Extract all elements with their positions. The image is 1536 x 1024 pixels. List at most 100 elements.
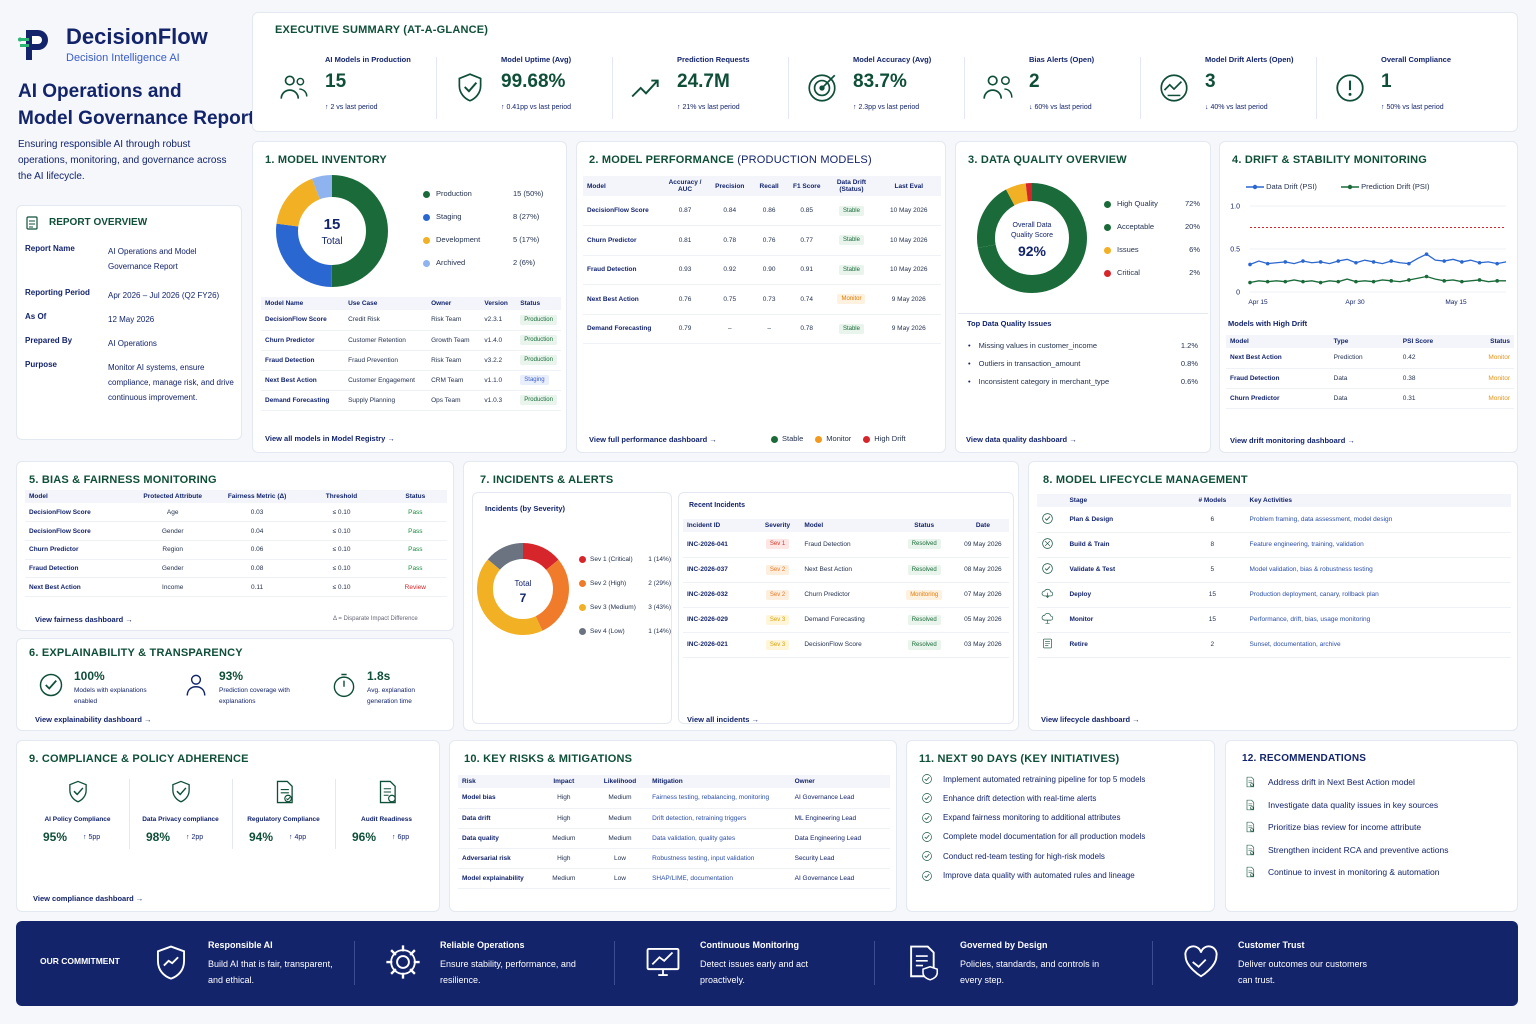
- table-cell: Risk Team: [427, 350, 481, 371]
- commitment-text: Build AI that is fair, transparent, and …: [208, 959, 333, 985]
- table-cell: Medium: [591, 808, 649, 829]
- table-row[interactable]: Churn Predictor Customer Retention Growth …: [261, 330, 561, 351]
- kpi-value: 3: [1205, 71, 1216, 92]
- legend-swatch: [579, 628, 586, 635]
- compliance-dashboard-link[interactable]: View compliance dashboard →: [33, 894, 144, 903]
- column-header: Status: [383, 490, 447, 503]
- check-circle-icon: [39, 673, 63, 697]
- table-row[interactable]: INC-2026-029 Sev 3 Demand Forecasting Resol…: [683, 607, 1009, 633]
- table-row[interactable]: INC-2026-037 Sev 2 Next Best Action Resolve…: [683, 557, 1009, 583]
- table-row[interactable]: Fraud Detection 0.93 0.92 0.90 0.91 Stable 10 …: [583, 255, 941, 285]
- lifecycle-dashboard-link[interactable]: View lifecycle dashboard →: [1041, 715, 1140, 724]
- drift-dashboard-link[interactable]: View drift monitoring dashboard →: [1230, 436, 1355, 445]
- kpi-delta: ↑ 21% vs last period: [677, 104, 740, 111]
- table-row[interactable]: DecisionFlow Score Credit Risk Risk Team v2…: [261, 310, 561, 331]
- kpi-tile[interactable]: Overall Compliance 1 ↑ 50% vs last period: [1317, 51, 1493, 131]
- lifecycle-row[interactable]: Plan & Design 6 Problem framing, data asse…: [1037, 507, 1511, 533]
- incident-legend-item: Sev 1 (Critical) 1 (14%): [579, 556, 671, 563]
- table-row[interactable]: INC-2026-041 Sev 1 Fraud Detection Resolved…: [683, 532, 1009, 558]
- table-row[interactable]: INC-2026-021 Sev 3 DecisionFlow Score Resol…: [683, 632, 1009, 658]
- explainability-dashboard-link[interactable]: View explainability dashboard →: [35, 715, 152, 724]
- table-row[interactable]: Model explainability Medium Low SHAP/LIME, …: [458, 868, 890, 889]
- handshake-heart-icon: [1184, 945, 1218, 978]
- table-row[interactable]: DecisionFlow Score 0.87 0.84 0.86 0.85 Stable…: [583, 196, 941, 226]
- kpi-icon: [277, 71, 311, 105]
- table-row[interactable]: Next Best Action 0.76 0.75 0.73 0.74 Monitor 9…: [583, 284, 941, 315]
- all-incidents-link[interactable]: View all incidents →: [687, 715, 759, 724]
- table-row[interactable]: Churn Predictor Region 0.06 ≤ 0.10 Pass: [25, 540, 447, 560]
- table-cell: –: [708, 314, 752, 344]
- commitment-icon: [1182, 943, 1220, 981]
- table-cell: 0.74: [787, 284, 827, 315]
- table-row[interactable]: Data drift High Medium Drift detection, ret…: [458, 808, 890, 829]
- table-cell: Drift detection, retraining triggers: [648, 808, 791, 829]
- performance-dashboard-link[interactable]: View full performance dashboard →: [589, 435, 717, 444]
- lifecycle-row[interactable]: Build & Train 8 Feature engineering, train…: [1037, 532, 1511, 558]
- table-row[interactable]: Churn Predictor Data 0.31 Monitor: [1226, 388, 1514, 409]
- explain-label: Prediction coverage with explanations: [219, 687, 290, 705]
- table-cell: 0.79: [661, 314, 709, 344]
- series-point: [1283, 260, 1288, 264]
- table-cell: Next Best Action: [25, 577, 131, 597]
- lifecycle-row[interactable]: Retire 2 Sunset, documentation, archive: [1037, 632, 1511, 658]
- explainability-heading: 6. EXPLAINABILITY & TRANSPARENCY: [29, 647, 243, 659]
- incident-status-badge: Resolved: [907, 614, 941, 625]
- table-cell: 0.11: [214, 577, 300, 597]
- table-row[interactable]: Demand Forecasting Supply Planning Ops Tea…: [261, 390, 561, 411]
- legend-swatch: [771, 435, 778, 443]
- lifecycle-row[interactable]: Validate & Test 5 Model validation, bias &…: [1037, 557, 1511, 583]
- policy-doc-icon: [910, 945, 939, 981]
- table-cell: Resolved: [891, 632, 957, 658]
- table-row[interactable]: DecisionFlow Score Gender 0.04 ≤ 0.10 Pass: [25, 521, 447, 541]
- incident-status-badge: Resolved: [907, 539, 941, 550]
- table-row[interactable]: Demand Forecasting 0.79– –0.78 Stable 9 May …: [583, 314, 941, 344]
- stage-count: 6: [1179, 507, 1246, 533]
- kpi-tile[interactable]: AI Models in Production 15 ↑ 2 vs last per…: [261, 51, 437, 131]
- explain-icon: [330, 671, 358, 699]
- recommendation-text: Investigate data quality issues in key s…: [1268, 799, 1439, 810]
- model-registry-link[interactable]: View all models in Model Registry →: [265, 434, 395, 443]
- table-row[interactable]: Adversarial risk High Low Robustness testin…: [458, 848, 890, 869]
- lifecycle-row[interactable]: Monitor 15 Performance, drift, bias, usage…: [1037, 607, 1511, 633]
- table-row[interactable]: Model bias High Medium Fairness testing, re…: [458, 788, 890, 809]
- incidents-donut-slice: [477, 543, 569, 635]
- kpi-tile[interactable]: Bias Alerts (Open) 2 ↓ 60% vs last period: [965, 51, 1141, 131]
- legend-label: Monitor: [826, 434, 852, 443]
- high-drift-table: Model Type PSI Score Status Next Best Action…: [1226, 335, 1514, 409]
- lifecycle-row[interactable]: Deploy 15 Production deployment, canary, r…: [1037, 582, 1511, 608]
- column-header: Status: [1456, 335, 1514, 348]
- kpi-tile[interactable]: Model Drift Alerts (Open) 3 ↓ 40% vs last …: [1141, 51, 1317, 131]
- y-tick-label: 0: [1236, 290, 1240, 297]
- kpi-tile[interactable]: Model Accuracy (Avg) 83.7% ↑ 2.3pp vs last…: [789, 51, 965, 131]
- table-cell: Demand Forecasting: [261, 390, 345, 411]
- stage-icon-cell: [1037, 582, 1066, 608]
- drift-status-badge: Stable: [838, 205, 864, 216]
- kpi-tile[interactable]: Model Uptime (Avg) 99.68% ↑ 0.41pp vs last…: [437, 51, 613, 131]
- kpi-tile[interactable]: Prediction Requests 24.7M ↑ 21% vs last pe…: [613, 51, 789, 131]
- legend-label: Sev 1 (Critical): [590, 556, 633, 564]
- table-cell: 0.87: [661, 196, 709, 226]
- compliance-delta: ↑ 6pp: [392, 834, 410, 841]
- table-row[interactable]: Churn Predictor 0.81 0.78 0.76 0.77 Stable 10 …: [583, 225, 941, 256]
- table-row[interactable]: Fraud Detection Fraud Prevention Risk Team…: [261, 350, 561, 371]
- table-row[interactable]: INC-2026-032 Sev 2 Churn Predictor Monitori…: [683, 582, 1009, 608]
- table-row[interactable]: Next Best Action Customer Engagement CRM T…: [261, 370, 561, 391]
- risks-table: Risk Impact Likelihood Mitigation Owner Model…: [458, 775, 890, 889]
- explain-value: 100%: [74, 669, 105, 683]
- table-cell: 0.78: [708, 225, 752, 256]
- table-cell: Fraud Detection: [800, 532, 892, 558]
- recommendation-icon: [1244, 799, 1256, 811]
- table-row[interactable]: Data quality Medium Medium Data validation,…: [458, 828, 890, 849]
- fairness-dashboard-link[interactable]: View fairness dashboard →: [35, 615, 133, 624]
- data-quality-dashboard-link[interactable]: View data quality dashboard →: [966, 435, 1077, 444]
- stage-count: 5: [1179, 557, 1246, 583]
- model-performance-heading: 2. MODEL PERFORMANCE (PRODUCTION MODELS): [589, 154, 872, 166]
- table-row[interactable]: DecisionFlow Score Age 0.03 ≤ 0.10 Pass: [25, 503, 447, 523]
- table-cell: DecisionFlow Score: [25, 503, 131, 523]
- table-row[interactable]: Fraud Detection Data 0.38 Monitor: [1226, 368, 1514, 389]
- kpi-divider: [436, 57, 437, 119]
- table-row[interactable]: Next Best Action Income 0.11 ≤ 0.10 Review: [25, 577, 447, 597]
- table-row[interactable]: Fraud Detection Gender 0.08 ≤ 0.10 Pass: [25, 559, 447, 579]
- incident-status-badge: Resolved: [907, 564, 941, 575]
- table-row[interactable]: Next Best Action Prediction 0.42 Monitor: [1226, 348, 1514, 369]
